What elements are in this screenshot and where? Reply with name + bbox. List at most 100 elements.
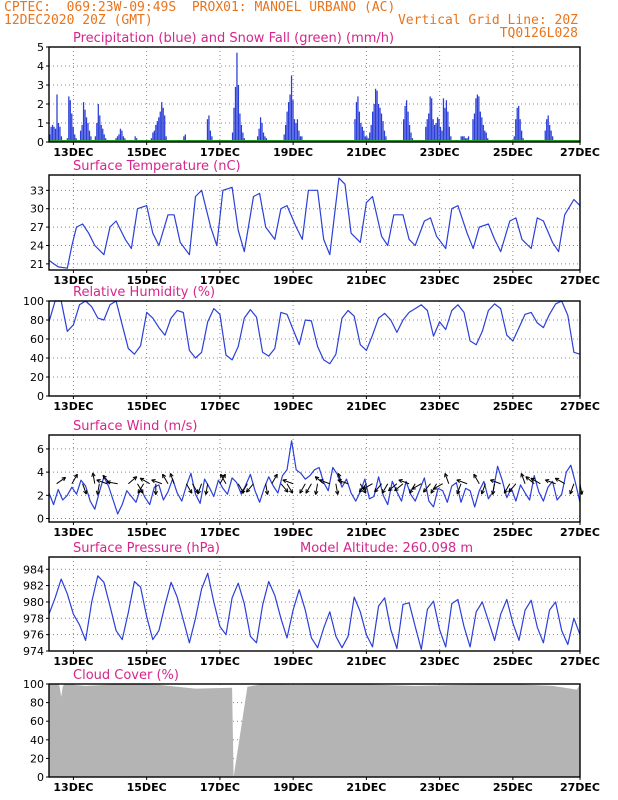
x-tick-label: 17DEC [200,526,240,539]
precip-bar [551,136,554,142]
y-tick-label: 978 [23,612,44,625]
precip-bar [119,128,122,142]
precip-bar [289,94,291,142]
precip-bar [513,136,515,142]
precip-bar [404,105,406,142]
precip-bar [293,119,296,142]
x-tick-label: 17DEC [200,655,240,668]
precip-bar [435,123,437,142]
precip-bar [438,119,440,142]
wind-vector [473,473,480,484]
y-tick-label: 60 [30,333,44,346]
wind-vector [456,483,462,495]
wind-vector [358,483,367,493]
x-tick-label: 21DEC [346,655,386,668]
wind-vector [374,483,383,493]
panel-title: Precipitation (blue) and Snow Fall (gree… [73,31,394,46]
y-tick-label: 976 [23,629,44,642]
wind-vector [162,473,169,484]
wind-vector [314,483,319,495]
precip-bar [439,126,442,142]
y-tick-label: 80 [30,697,44,710]
wind-vector [153,483,159,495]
precip-bar [82,102,85,142]
precip-bar [450,136,452,142]
wind-vector [530,477,541,485]
precip-bar [287,102,290,142]
precip-bar [85,117,88,142]
x-tick-label: 21DEC [346,400,386,413]
wind-vector [204,483,209,495]
wind-vector [151,479,163,485]
precip-bar [433,124,436,142]
wind-vector [169,473,175,484]
precip-bar [99,115,101,142]
wind-vector [82,483,88,495]
wind-vector [299,483,306,494]
precip-bar [96,123,98,142]
y-tick-label: 982 [23,580,44,593]
precip-bar [69,100,71,142]
precip-bar [71,113,73,142]
precip-bar [162,107,164,142]
panel-title: Cloud Cover (%) [73,668,179,683]
precip-bar [484,130,486,142]
panel-6: Cloud Cover (%) 0 20 40 60 80 100 13DEC 15DEC 17D… [23,668,600,794]
wind-vector [544,479,556,485]
wind-vector [381,483,389,494]
header-station-line: CPTEC: 069:23W-09:49S PROX01: MANOEL URB… [4,0,396,15]
x-tick-label: 19DEC [273,274,313,287]
y-tick-label: 4 [37,60,44,73]
y-tick-label: 1 [37,117,44,130]
panel-4: Surface Wind (m/s) 0 2 4 6 13DEC 15DEC 17DEC 19D… [37,419,600,539]
wind-vector [241,483,248,494]
y-tick-label: 40 [30,734,44,747]
precip-bar [209,130,212,142]
precip-bar [549,124,551,142]
wind-vector [489,479,501,485]
wind-vector [280,483,289,493]
precip-bar [376,90,378,142]
precip-bar [447,111,449,142]
precip-bar [262,132,265,142]
panel-3: Relative Humidity (%) 0 20 40 60 80 100 13DEC 15… [23,285,600,413]
x-tick-label: 25DEC [493,400,533,413]
wind-vector [554,477,565,485]
panel-frame [48,174,581,271]
wind-vector [106,480,118,485]
x-tick-label: 25DEC [493,274,533,287]
wind-vector [128,476,138,485]
precip-bar [363,130,365,142]
precip-bar [164,115,166,142]
precip-bar [374,88,377,142]
wind-vector [264,483,270,495]
x-tick-label: 23DEC [420,274,460,287]
x-tick-label: 27DEC [560,274,600,287]
precip-bar [516,107,518,142]
y-tick-label: 20 [30,752,44,765]
precip-bar [57,123,60,142]
precip-bar [231,132,234,142]
precip-bar [102,128,104,142]
wind-vector [305,483,312,494]
x-tick-label: 25DEC [493,146,533,159]
x-tick-label: 15DEC [127,526,167,539]
precip-bar [550,130,552,142]
y-tick-label: 0 [37,771,44,784]
precip-bar [236,52,238,143]
precip-bar [261,123,263,142]
precip-bar [518,105,520,142]
precip-bar [476,94,479,142]
panel-frame [48,46,581,143]
precip-bar [366,136,368,142]
wind-vector [362,483,373,490]
wind-vector [411,483,422,490]
x-tick-label: 25DEC [493,526,533,539]
precip-bar [364,136,366,142]
precip-bar [485,132,487,142]
wind-vector [456,479,468,485]
precip-bar [472,119,474,142]
precip-bar [103,134,105,142]
precip-bar [295,123,297,142]
panel-title: Surface Temperature (nC) [73,159,241,174]
